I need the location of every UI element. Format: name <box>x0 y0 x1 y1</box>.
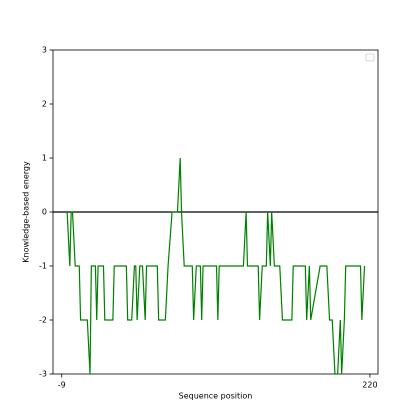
x-tick-label: 220 <box>362 381 377 390</box>
y-tick-label: 3 <box>42 46 47 55</box>
y-axis-label: Knowledge-based energy <box>22 161 31 263</box>
y-tick-label: 0 <box>42 208 47 217</box>
y-tick-label: 1 <box>42 154 47 163</box>
y-tick-label: -2 <box>39 316 47 325</box>
x-axis-label: Sequence position <box>179 392 253 401</box>
legend-box <box>365 53 375 62</box>
y-tick-label: 2 <box>42 100 47 109</box>
data-line <box>66 157 366 375</box>
x-tick-label: -9 <box>58 381 66 390</box>
y-tick-label: -1 <box>39 262 47 271</box>
y-tick-label: -3 <box>39 370 47 379</box>
